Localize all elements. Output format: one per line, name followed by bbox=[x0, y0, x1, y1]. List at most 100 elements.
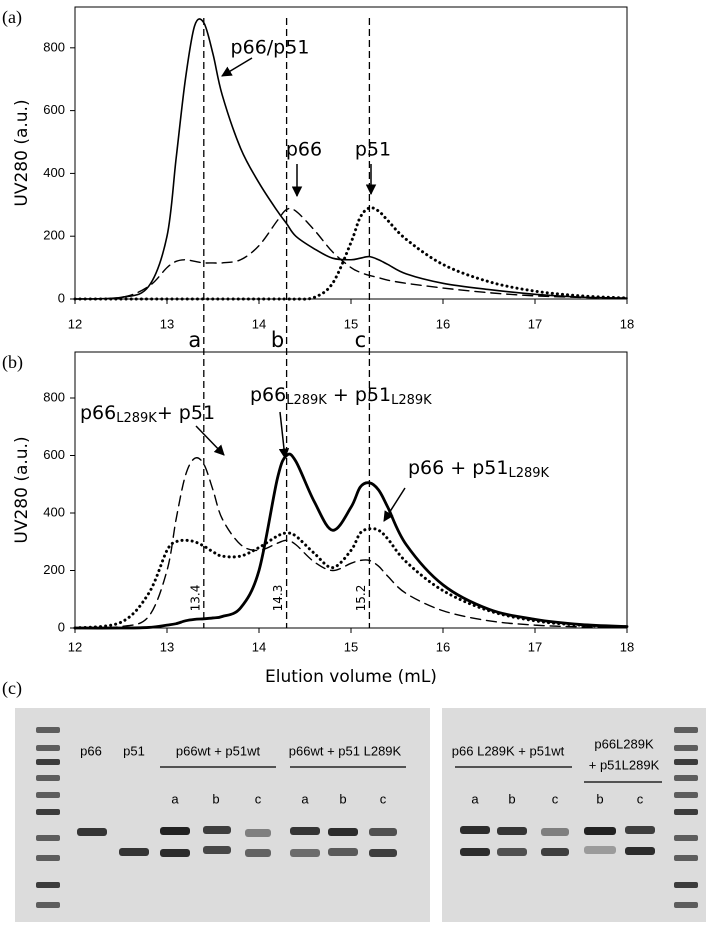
x-tick-label: 12 bbox=[68, 316, 82, 331]
guide-letter: a bbox=[188, 328, 201, 352]
y-tick-label: 600 bbox=[43, 102, 65, 117]
panel-label: (b) bbox=[2, 352, 23, 373]
ladder-band bbox=[36, 759, 60, 765]
ladder-band bbox=[674, 745, 698, 751]
annotation-arrow bbox=[195, 425, 225, 456]
gel-band bbox=[625, 826, 655, 834]
gel-background bbox=[442, 708, 706, 922]
guide-value: 15.2 bbox=[354, 585, 368, 612]
panel-label: (c) bbox=[2, 678, 22, 699]
gel-band bbox=[460, 848, 490, 856]
x-tick-label: 17 bbox=[528, 639, 542, 654]
lane-label: b bbox=[339, 791, 346, 806]
guide-letter: c bbox=[355, 328, 367, 352]
y-axis-title: UV280 (a.u.) bbox=[12, 99, 32, 206]
ladder-band bbox=[36, 792, 60, 798]
gel-band bbox=[497, 827, 527, 835]
gel-band bbox=[119, 848, 149, 856]
guide-value: 14.3 bbox=[271, 585, 285, 612]
lane-label: c bbox=[255, 791, 262, 806]
group-title: p66 L289K + p51wt bbox=[452, 743, 565, 758]
lane-label: a bbox=[301, 791, 309, 806]
lane-label: b bbox=[596, 791, 603, 806]
ladder-band bbox=[674, 727, 698, 733]
group-title: p66wt + p51 L289K bbox=[289, 743, 402, 758]
series-label: p66 bbox=[286, 139, 322, 161]
label-part: L289K bbox=[391, 393, 432, 408]
y-tick-label: 600 bbox=[43, 447, 65, 462]
plot-frame bbox=[74, 6, 628, 300]
lane-label: b bbox=[212, 791, 219, 806]
ladder-band bbox=[674, 835, 698, 841]
y-tick-label: 400 bbox=[43, 504, 65, 519]
label-part: p66 bbox=[80, 402, 116, 424]
series-line bbox=[73, 452, 629, 630]
lane-label: c bbox=[552, 791, 559, 806]
ladder-band bbox=[674, 902, 698, 908]
series-label: p66/p51 bbox=[231, 37, 310, 59]
gel-band bbox=[160, 827, 190, 835]
series-label: p51 bbox=[355, 139, 391, 161]
y-tick-label: 400 bbox=[43, 165, 65, 180]
series-label: p66L289K + p51L289K bbox=[250, 384, 432, 408]
ladder-band bbox=[36, 727, 60, 733]
series-label: p66 + p51L289K bbox=[408, 457, 550, 481]
charts: (a) 0 200 400 600 800 12 13 14 15 16 17 18 UV280 (a.u… bbox=[2, 6, 634, 687]
gel-band bbox=[290, 849, 320, 857]
x-tick-label: 12 bbox=[68, 639, 82, 654]
ladder-band bbox=[36, 855, 60, 861]
ladder-band bbox=[36, 882, 60, 888]
gel-band bbox=[541, 828, 569, 836]
gel-band bbox=[245, 829, 271, 837]
gel-background bbox=[15, 708, 430, 922]
label-part: + p51 bbox=[157, 402, 215, 424]
lane-label: c bbox=[637, 791, 644, 806]
ladder-band bbox=[674, 759, 698, 765]
gel-band bbox=[460, 826, 490, 834]
ladder-band bbox=[674, 855, 698, 861]
ladder-band bbox=[674, 775, 698, 781]
gel-band bbox=[203, 846, 231, 854]
ladder-band bbox=[674, 882, 698, 888]
gel-band bbox=[369, 828, 397, 836]
lane-label: a bbox=[171, 791, 179, 806]
x-tick-label: 14 bbox=[252, 316, 266, 331]
x-tick-label: 15 bbox=[344, 639, 358, 654]
ladder-band bbox=[36, 809, 60, 815]
series-line bbox=[73, 527, 629, 630]
lane-label: b bbox=[508, 791, 515, 806]
x-tick-label: 13 bbox=[160, 639, 174, 654]
annotation-arrow bbox=[383, 487, 406, 522]
y-tick-label: 200 bbox=[43, 562, 65, 577]
gel-band bbox=[584, 846, 616, 854]
label-part: p66 + p51 bbox=[408, 457, 508, 479]
x-tick-label: 16 bbox=[436, 639, 450, 654]
panel-label: (a) bbox=[2, 7, 22, 28]
y-tick-label: 0 bbox=[58, 290, 65, 305]
label-part: p66 bbox=[250, 384, 286, 406]
lane-label: p66 bbox=[80, 743, 102, 758]
x-tick-label: 13 bbox=[160, 316, 174, 331]
gel-band bbox=[497, 848, 527, 856]
gel-band bbox=[584, 827, 616, 835]
gel-band bbox=[541, 848, 569, 856]
x-axis-title: Elution volume (mL) bbox=[265, 667, 437, 687]
x-tick-label: 18 bbox=[620, 639, 634, 654]
gel-band bbox=[290, 827, 320, 835]
lane-label: p51 bbox=[123, 743, 145, 758]
gel-panel: (c) p66 p51 p66wt + p51wt a b c p66wt + p51 … bbox=[2, 678, 706, 922]
group-title: p66L289K bbox=[594, 736, 654, 751]
series-label: p66L289K+ p51 bbox=[80, 402, 215, 426]
ladder-band bbox=[36, 745, 60, 751]
group-title: p66wt + p51wt bbox=[176, 743, 261, 758]
guide-value: 13.4 bbox=[188, 585, 202, 612]
x-tick-label: 18 bbox=[620, 316, 634, 331]
lane-label: c bbox=[380, 791, 387, 806]
ladder-band bbox=[674, 792, 698, 798]
gel-band bbox=[245, 849, 271, 857]
y-tick-label: 200 bbox=[43, 228, 65, 243]
gel-band bbox=[160, 849, 190, 857]
gel-band bbox=[203, 826, 231, 834]
annotation-arrow bbox=[221, 57, 253, 77]
